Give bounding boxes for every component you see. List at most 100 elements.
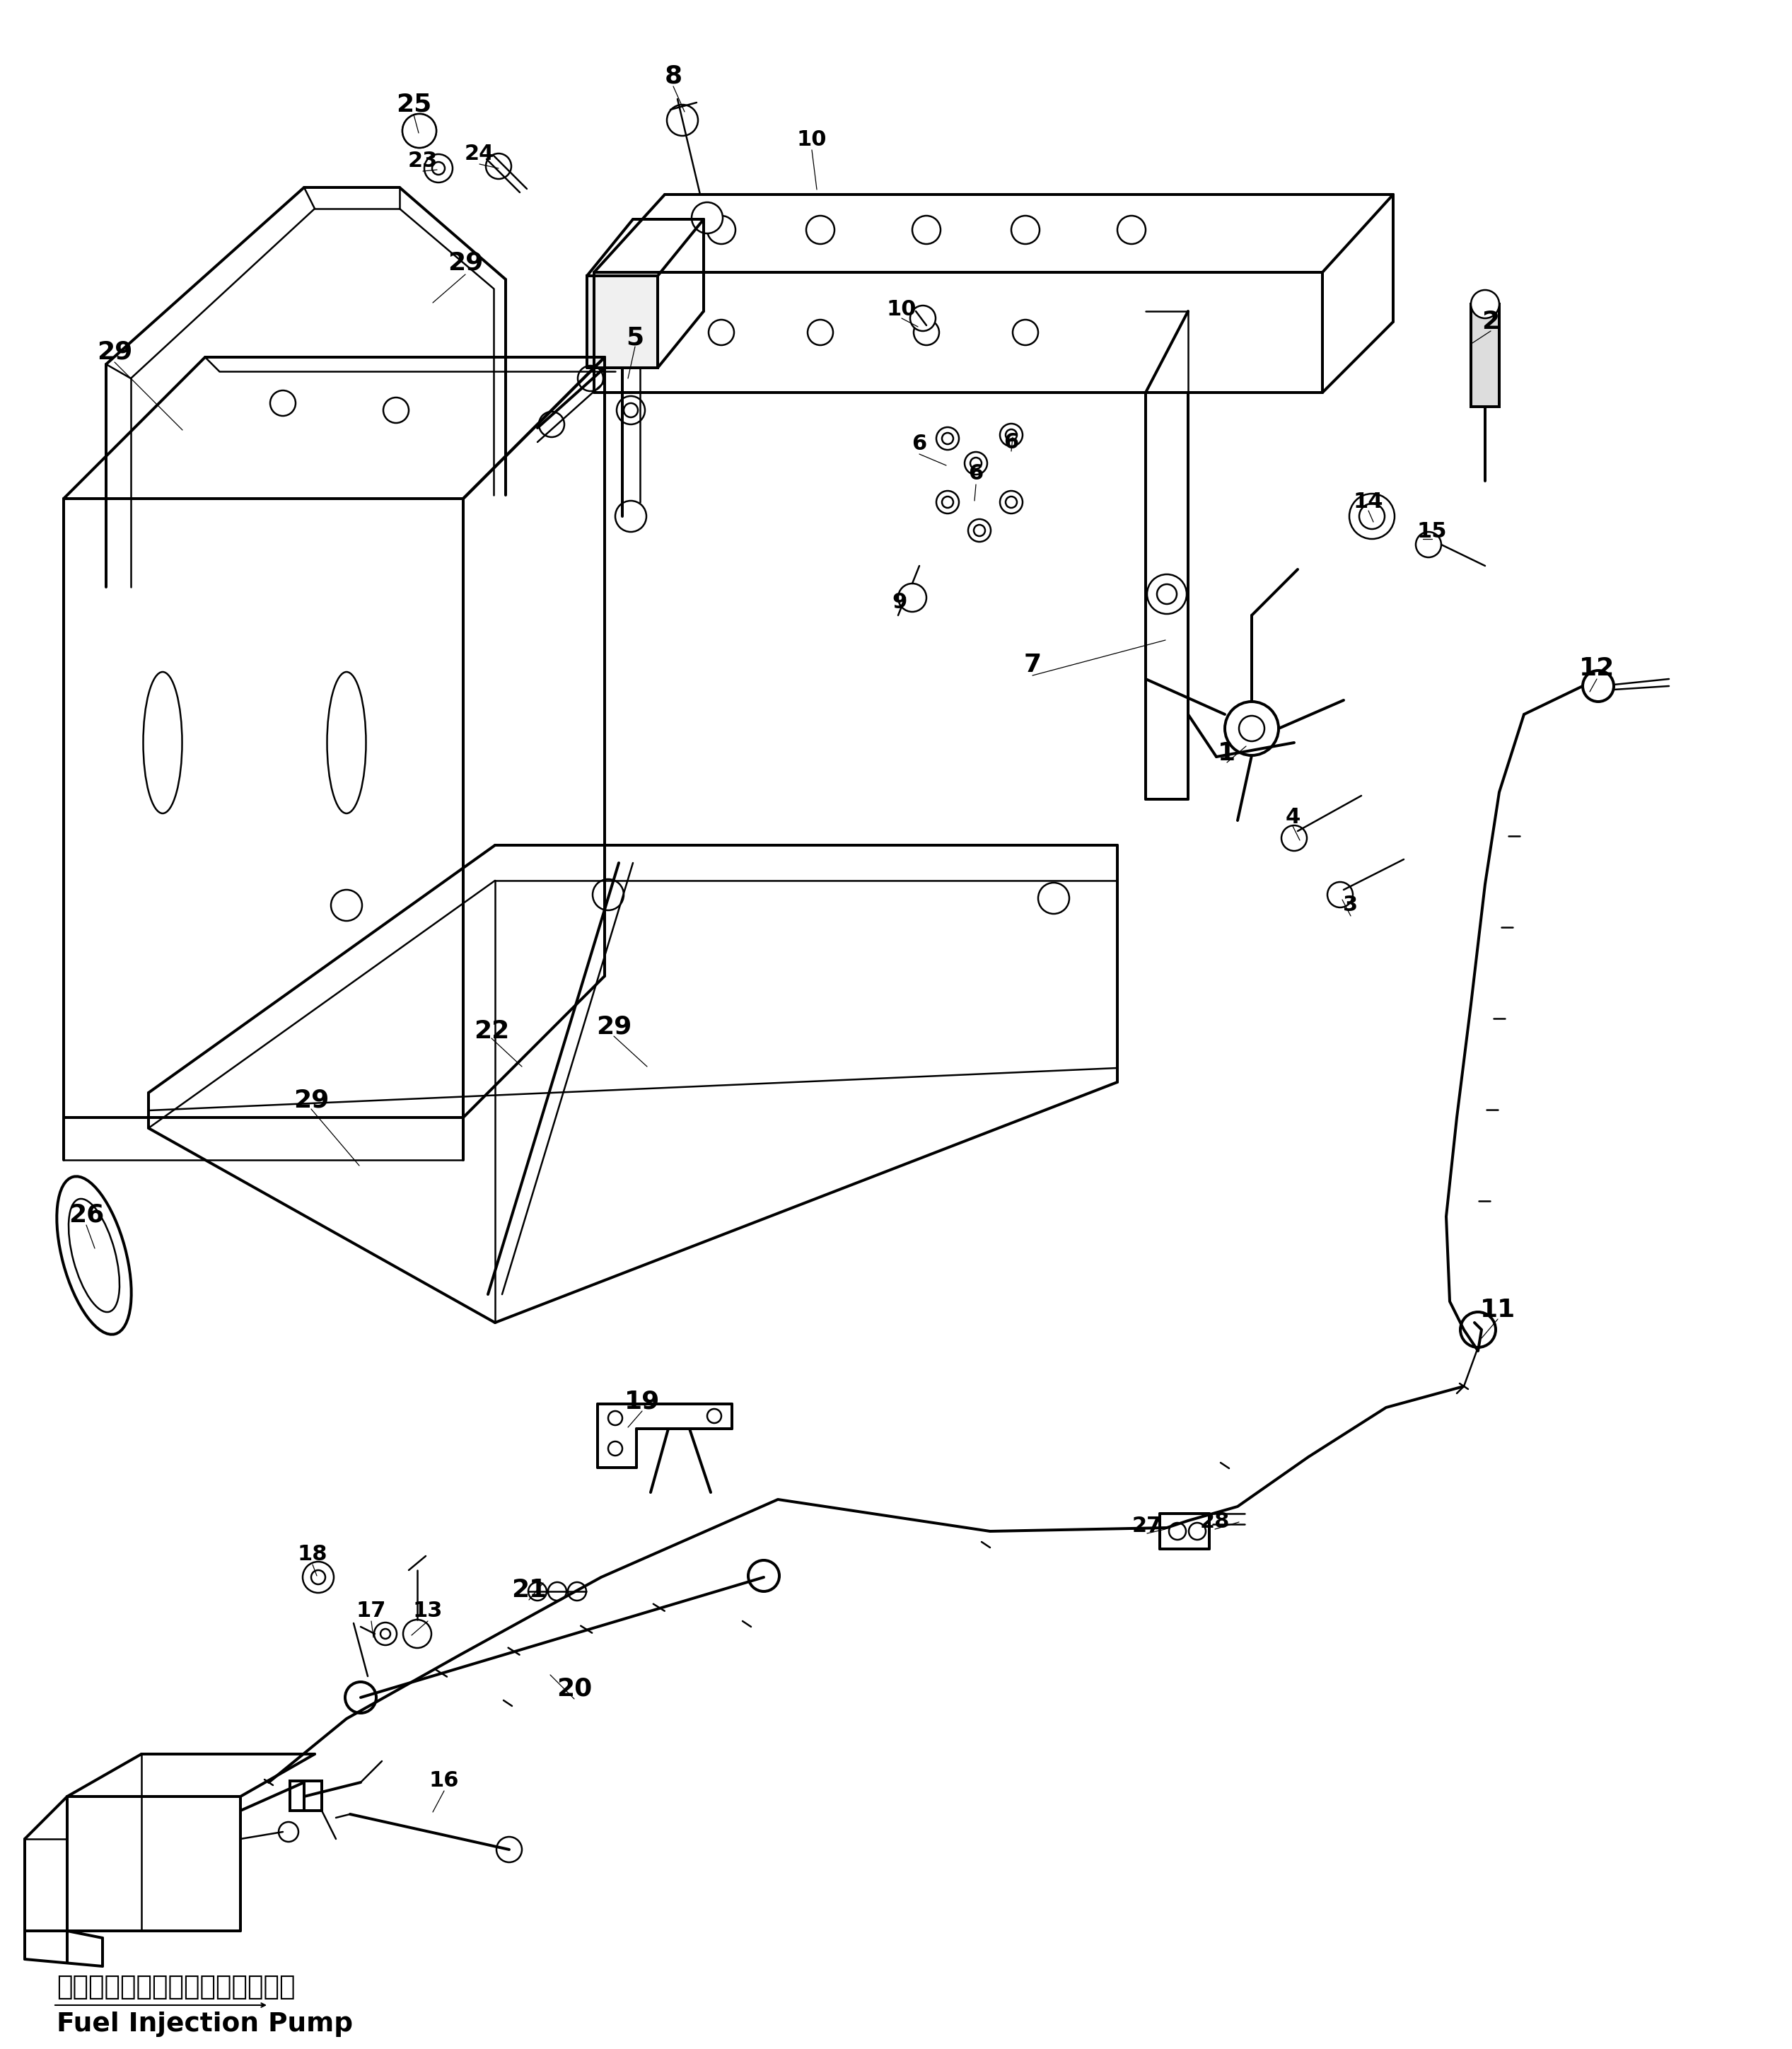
Circle shape <box>1118 215 1145 244</box>
Circle shape <box>1358 504 1385 529</box>
Circle shape <box>964 453 987 475</box>
Circle shape <box>943 432 953 445</box>
Circle shape <box>607 1412 622 1426</box>
Circle shape <box>271 391 296 416</box>
Circle shape <box>708 1410 722 1424</box>
Text: 27: 27 <box>1133 1516 1161 1537</box>
Text: 26: 26 <box>68 1203 104 1227</box>
Circle shape <box>425 154 453 182</box>
Text: 10: 10 <box>887 299 918 320</box>
Circle shape <box>1005 430 1016 441</box>
Circle shape <box>708 320 735 344</box>
Circle shape <box>910 305 935 332</box>
Circle shape <box>1158 584 1177 604</box>
Text: 10: 10 <box>797 129 826 150</box>
Text: 15: 15 <box>1417 522 1448 543</box>
Circle shape <box>548 1582 566 1600</box>
Text: 22: 22 <box>473 1018 509 1043</box>
Circle shape <box>375 1623 396 1645</box>
Circle shape <box>935 426 959 451</box>
Bar <box>588 277 658 367</box>
Text: 11: 11 <box>1480 1297 1516 1322</box>
Text: フェエルインジェクションポンプ: フェエルインジェクションポンプ <box>57 1975 296 2000</box>
Circle shape <box>486 154 511 178</box>
Circle shape <box>1000 424 1023 447</box>
Text: 4: 4 <box>1285 807 1301 828</box>
Text: 29: 29 <box>597 1014 631 1039</box>
Text: 16: 16 <box>428 1770 459 1791</box>
Text: 1: 1 <box>1219 742 1236 764</box>
Circle shape <box>332 889 362 920</box>
Circle shape <box>708 215 735 244</box>
Circle shape <box>1005 496 1016 508</box>
Text: 24: 24 <box>464 143 495 164</box>
Circle shape <box>1349 494 1394 539</box>
Circle shape <box>914 320 939 344</box>
Text: 6: 6 <box>1004 432 1020 453</box>
Circle shape <box>806 215 835 244</box>
Circle shape <box>943 496 953 508</box>
Text: 12: 12 <box>1579 656 1615 680</box>
Circle shape <box>1188 1522 1206 1539</box>
Circle shape <box>1038 883 1070 914</box>
Text: 19: 19 <box>624 1389 659 1414</box>
Text: 20: 20 <box>557 1676 591 1701</box>
Circle shape <box>278 1822 299 1842</box>
Bar <box>1471 303 1500 406</box>
Circle shape <box>1416 533 1441 557</box>
Text: 17: 17 <box>357 1600 387 1621</box>
Circle shape <box>973 525 986 537</box>
Circle shape <box>1238 715 1265 742</box>
Circle shape <box>346 1682 376 1713</box>
Text: 29: 29 <box>97 340 133 365</box>
Text: 28: 28 <box>1201 1512 1229 1533</box>
Text: 5: 5 <box>625 326 643 350</box>
Circle shape <box>529 1582 547 1600</box>
Circle shape <box>968 518 991 541</box>
Circle shape <box>380 1629 391 1639</box>
Circle shape <box>403 1619 432 1647</box>
Text: 18: 18 <box>297 1545 328 1565</box>
Circle shape <box>1011 215 1039 244</box>
Text: 29: 29 <box>448 252 484 275</box>
Circle shape <box>898 584 926 613</box>
Circle shape <box>1328 881 1353 908</box>
Text: 6: 6 <box>968 463 984 484</box>
Circle shape <box>303 1561 333 1592</box>
Circle shape <box>1582 670 1615 701</box>
Circle shape <box>496 1836 521 1863</box>
Circle shape <box>912 215 941 244</box>
Text: Fuel Injection Pump: Fuel Injection Pump <box>57 2012 353 2037</box>
Circle shape <box>577 365 604 391</box>
Circle shape <box>568 1582 586 1600</box>
Circle shape <box>616 395 645 424</box>
Circle shape <box>969 457 982 469</box>
Circle shape <box>403 115 435 148</box>
Circle shape <box>607 1440 622 1455</box>
Circle shape <box>432 162 444 174</box>
Text: 8: 8 <box>665 64 683 88</box>
Circle shape <box>1000 492 1023 514</box>
Circle shape <box>935 492 959 514</box>
Circle shape <box>808 320 833 344</box>
Circle shape <box>624 404 638 418</box>
Circle shape <box>615 500 647 533</box>
Text: 23: 23 <box>409 152 437 172</box>
Text: 14: 14 <box>1353 492 1383 512</box>
Text: 29: 29 <box>294 1088 330 1113</box>
Text: 13: 13 <box>412 1600 443 1621</box>
Circle shape <box>1471 291 1500 318</box>
Circle shape <box>383 398 409 422</box>
Circle shape <box>1460 1311 1496 1348</box>
Circle shape <box>749 1559 780 1592</box>
Bar <box>290 1781 323 1811</box>
Text: 9: 9 <box>892 592 907 613</box>
Circle shape <box>667 104 699 135</box>
Text: 7: 7 <box>1023 654 1041 676</box>
Circle shape <box>1147 574 1186 615</box>
Circle shape <box>593 879 624 910</box>
Circle shape <box>1226 701 1278 756</box>
Circle shape <box>539 412 564 436</box>
Text: 25: 25 <box>396 92 432 117</box>
Text: 21: 21 <box>511 1578 547 1602</box>
